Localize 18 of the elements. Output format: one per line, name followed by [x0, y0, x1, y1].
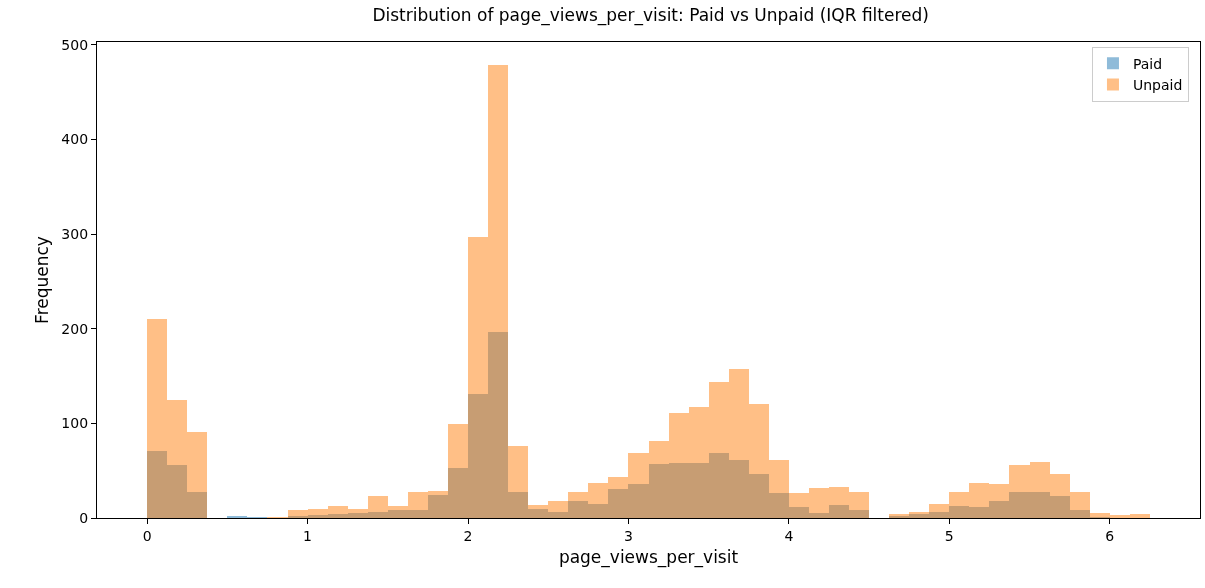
legend-label: Paid: [1132, 55, 1163, 72]
legend-label: Unpaid: [1132, 77, 1183, 94]
x-tick-label: 4: [784, 527, 794, 544]
x-tick-label: 0: [142, 527, 152, 544]
y-tick-label: 200: [61, 320, 89, 337]
x-tick-label: 2: [463, 527, 473, 544]
x-tick-label: 1: [303, 527, 313, 544]
y-tick-label: 400: [61, 131, 89, 148]
y-tick-label: 500: [61, 36, 89, 53]
x-tick-label: 3: [623, 527, 633, 544]
y-tick-label: 0: [79, 509, 89, 526]
y-tick-label: 300: [61, 226, 89, 242]
y-tick-label: 100: [61, 415, 89, 432]
x-tick-label: 6: [1105, 527, 1115, 544]
x-tick-label: 5: [944, 527, 954, 544]
chart-title: Distribution of page_views_per_visit: Paid vs Unpaid (IQR filtered): [372, 4, 929, 26]
y-axis-title: Frequency: [31, 236, 52, 324]
x-axis-title: page_views_per_visit: [558, 547, 739, 569]
